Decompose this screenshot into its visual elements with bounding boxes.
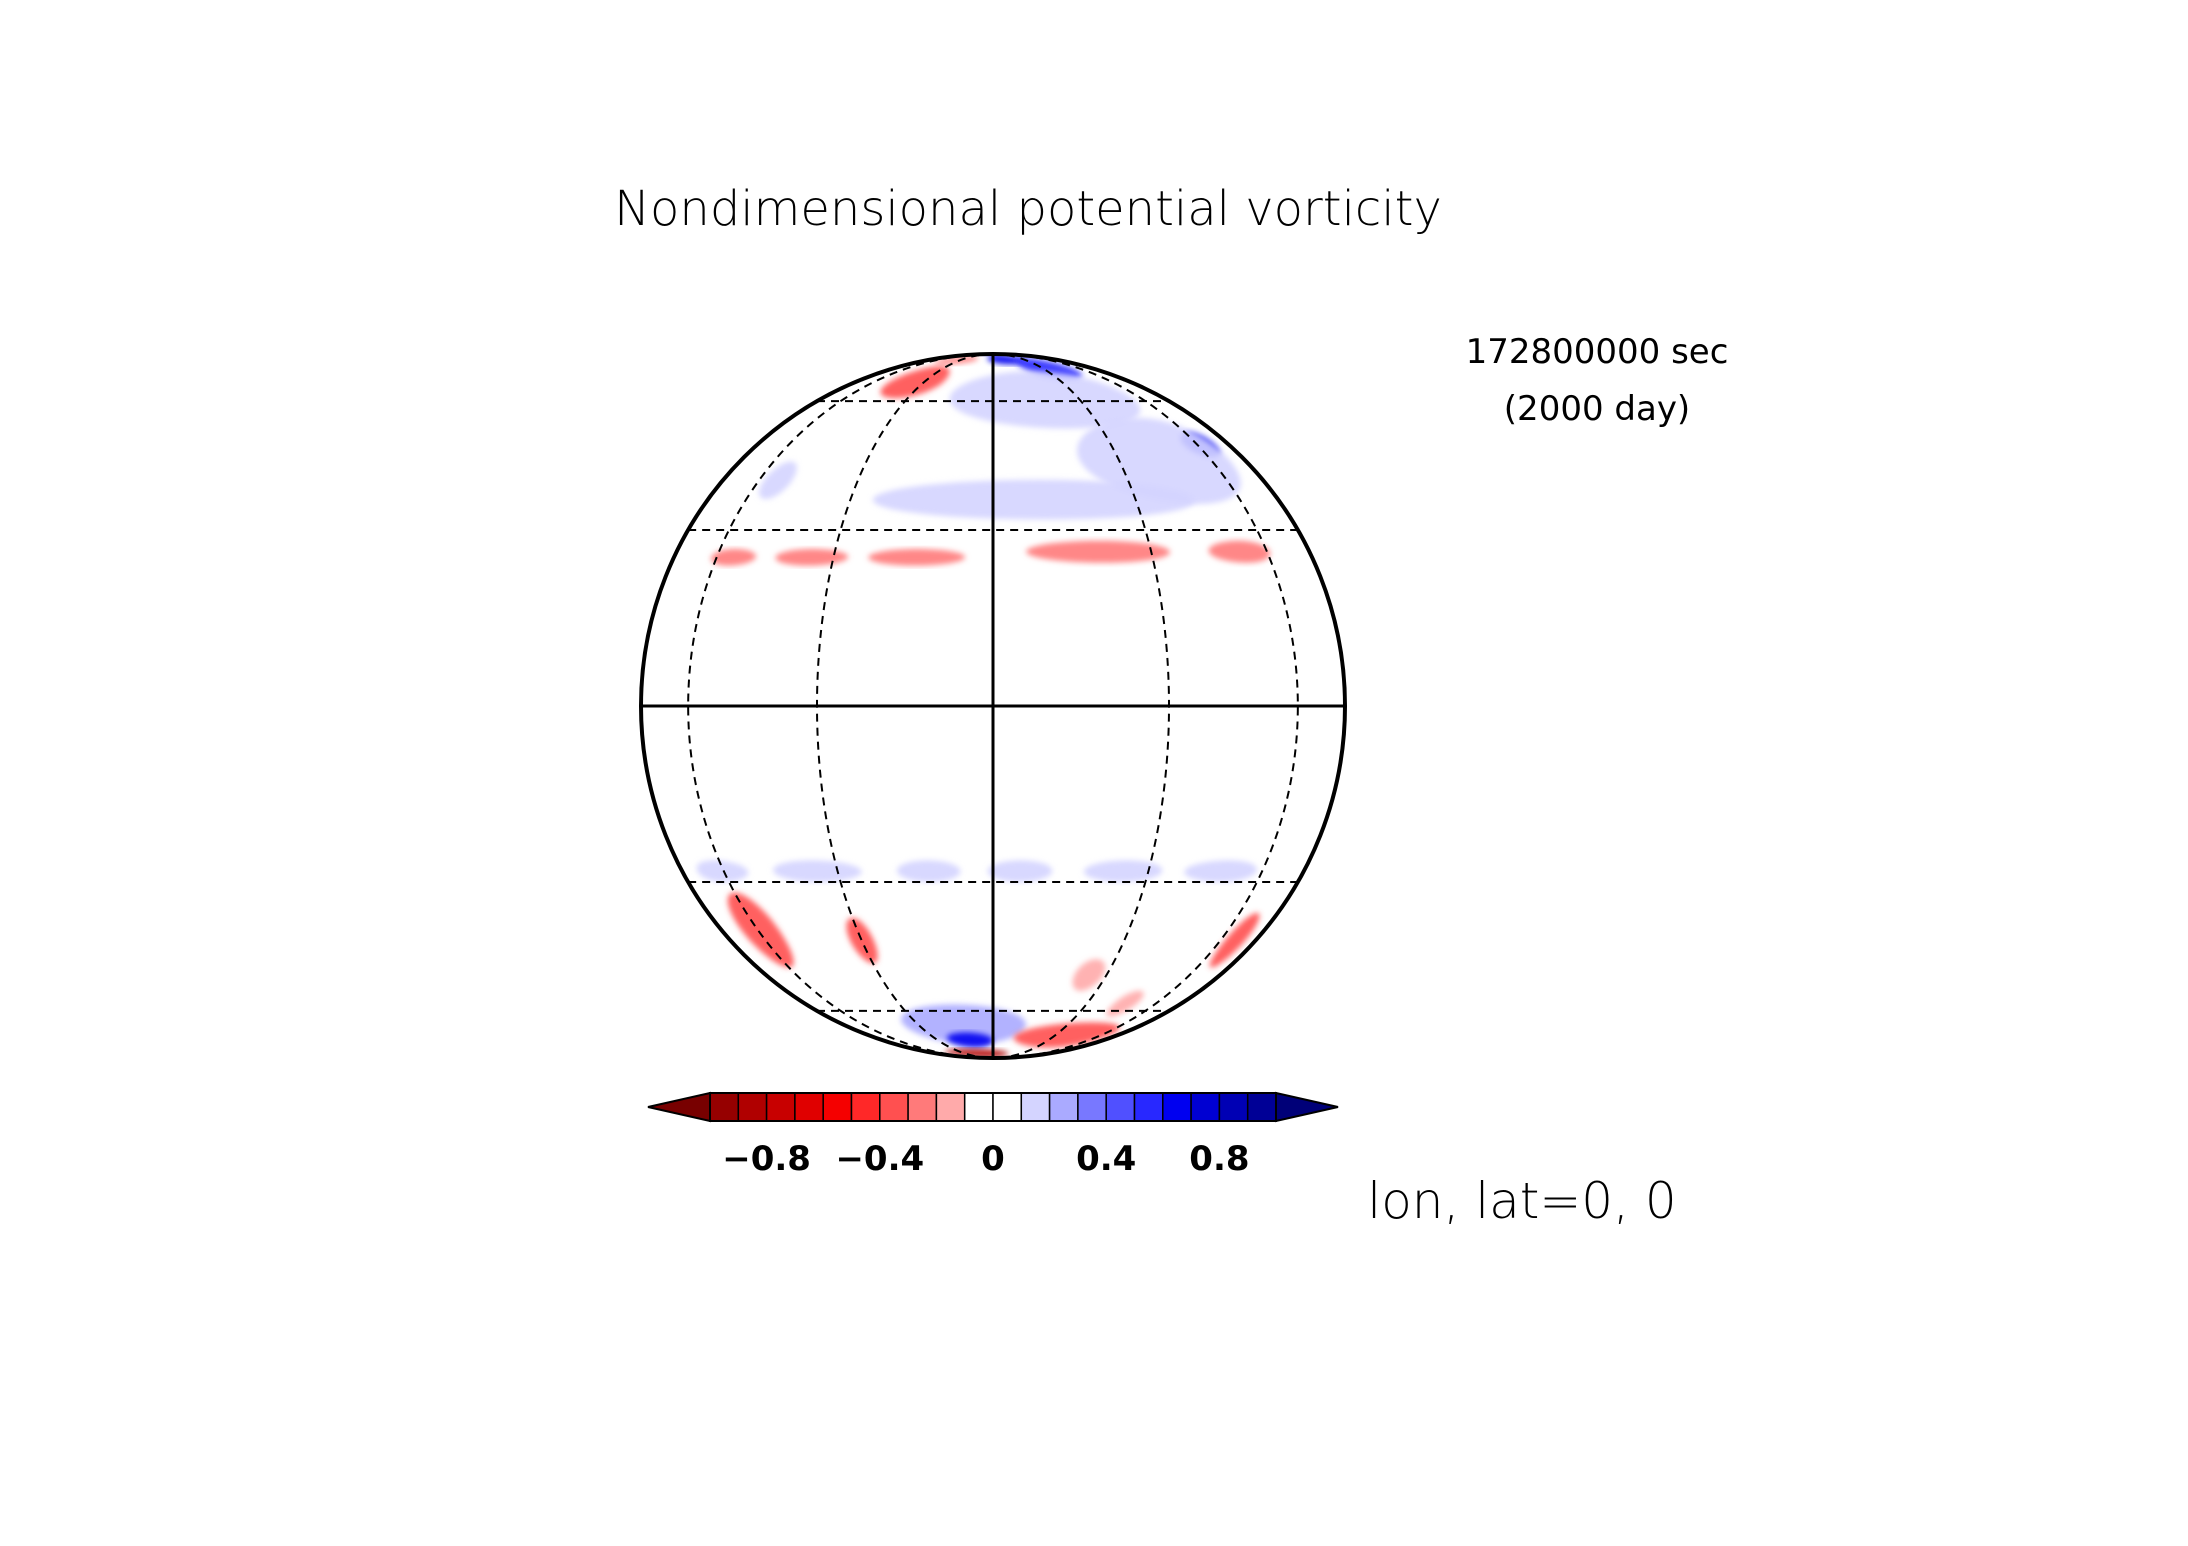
colorbar-frame	[709, 1092, 1277, 1122]
colorbar-over-triangle	[1275, 1091, 1339, 1123]
field-blob	[933, 355, 979, 365]
globe-outline	[639, 352, 1347, 1060]
field-blob	[773, 860, 862, 882]
field-blob	[868, 548, 966, 566]
field-blob	[1072, 959, 1106, 991]
vorticity-field	[696, 354, 1271, 1058]
field-blob	[696, 860, 749, 882]
colorbar-cell	[1162, 1092, 1192, 1122]
colorbar-cell	[1246, 1092, 1277, 1122]
colorbar-tick-label: 0.4	[1076, 1139, 1136, 1179]
field-blob	[1026, 540, 1170, 563]
field-blob	[1184, 860, 1257, 882]
colorbar-cell	[935, 1092, 966, 1122]
colorbar-cell	[1190, 1092, 1221, 1122]
field-blob	[1013, 1022, 1120, 1048]
field-blob	[1208, 540, 1271, 563]
field-blob	[1083, 860, 1163, 882]
colorbar-tick-label: −0.4	[835, 1139, 924, 1179]
colorbar-cell	[1048, 1092, 1079, 1122]
time-seconds-label: 172800000 sec	[1466, 332, 1729, 372]
colorbar-cell	[794, 1092, 824, 1122]
field-blob	[949, 371, 1141, 429]
colorbar-cell	[963, 1092, 994, 1122]
field-blob	[880, 366, 950, 399]
colorbar-cell	[992, 1092, 1023, 1122]
plot-title: Nondimensional potential vorticity	[614, 181, 1442, 237]
colorbar-cell	[1020, 1092, 1051, 1122]
field-blob	[759, 461, 797, 500]
field-blob	[1209, 912, 1260, 968]
field-blob	[900, 1004, 1026, 1045]
colorbar-cell	[850, 1092, 881, 1122]
field-blob	[775, 548, 849, 566]
colorbar-cell	[709, 1092, 740, 1122]
colorbar: −0.8 −0.4 0 0.4 0.8	[647, 1091, 1339, 1179]
field-blob	[987, 354, 1025, 365]
field-blob	[897, 860, 961, 882]
colorbar-tick-label: 0	[981, 1139, 1005, 1179]
colorbar-cell	[907, 1092, 938, 1122]
colorbar-cell	[822, 1092, 853, 1122]
colorbar-tick-label: −0.8	[722, 1139, 811, 1179]
field-blob	[711, 548, 757, 566]
colorbar-tick-label: 0.8	[1189, 1139, 1249, 1179]
field-blob	[872, 479, 1195, 520]
colorbar-cell	[879, 1092, 909, 1122]
colorbar-cell	[1077, 1092, 1107, 1122]
field-blob	[946, 1032, 993, 1048]
colorbar-under-triangle	[647, 1091, 711, 1123]
colorbar-cell	[765, 1092, 796, 1122]
field-blob	[846, 917, 878, 964]
colorbar-cell	[737, 1092, 768, 1122]
time-days-label: (2000 day)	[1504, 389, 1690, 429]
colorbar-cell	[1218, 1092, 1249, 1122]
colorbar-cell	[1105, 1092, 1136, 1122]
colorbar-cell	[1133, 1092, 1164, 1122]
field-blob	[1016, 357, 1082, 380]
globe-map	[639, 352, 1347, 1060]
field-blob	[987, 860, 1053, 882]
projection-label: lon, lat=0, 0	[1367, 1172, 1676, 1230]
